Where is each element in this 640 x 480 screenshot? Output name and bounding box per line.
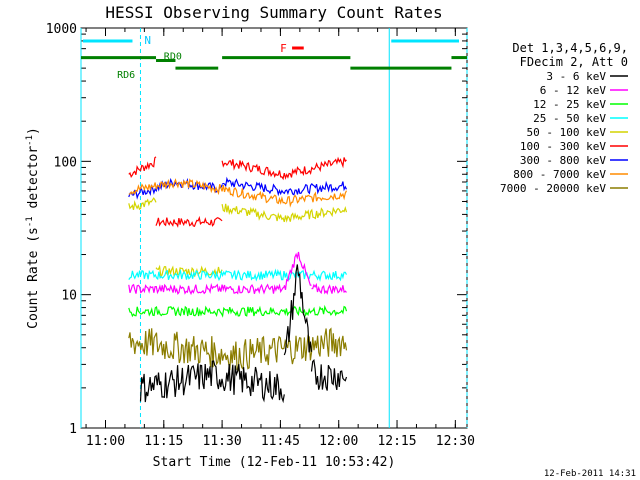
rd0-label: RD0 (164, 52, 182, 63)
series-line (128, 178, 223, 196)
legend-header-decimation: FDecim 2, Att 0 (520, 55, 628, 69)
y-tick-label: 10 (61, 289, 77, 304)
legend-entry-label: 300 - 800 keV (520, 154, 606, 167)
series-line (311, 282, 347, 295)
x-tick-label: 11:00 (86, 434, 125, 449)
legend-entry-label: 800 - 7000 keV (513, 168, 606, 181)
legend-entry-label: 7000 - 20000 keV (500, 182, 606, 195)
legend-entry-label: 3 - 6 keV (546, 70, 606, 83)
x-tick-label: 11:15 (144, 434, 183, 449)
series-line (283, 251, 312, 290)
axes-group: 11:00 11:15 11:30 11:45 12:00 12:15 12:30 1 10 10… (46, 22, 475, 449)
x-tick-label: 12:00 (319, 434, 358, 449)
plot-frame (80, 27, 468, 429)
x-tick-label: 12:30 (436, 434, 475, 449)
series-line (221, 184, 348, 208)
legend-entry-label: 12 - 25 keV (533, 98, 606, 111)
series-line (310, 359, 348, 391)
legend-entry-label: 50 - 100 keV (527, 126, 607, 139)
series-line (221, 176, 348, 197)
series-line (155, 215, 223, 228)
y-tick-label: 1 (69, 422, 77, 437)
legend-header-detectors: Det 1,3,4,5,6,9, (512, 41, 628, 55)
series-line (155, 264, 223, 278)
series-line (128, 282, 285, 296)
series-line (221, 156, 347, 181)
x-tick-label: 11:45 (261, 434, 300, 449)
y-tick-label: 100 (54, 155, 77, 170)
series-line (128, 268, 348, 282)
series-line (128, 197, 157, 211)
series-line (128, 156, 157, 179)
x-axis-label: Start Time (12-Feb-11 10:53:42) (153, 455, 396, 470)
series-line (221, 203, 348, 223)
legend-entry-label: 25 - 50 keV (533, 112, 606, 125)
flare-label: F (280, 42, 287, 55)
y-axis-label: Count Rate (s-1 detector-1) (25, 127, 41, 329)
series-group (128, 156, 348, 404)
night-band-group (80, 28, 468, 428)
x-tick-label: 11:30 (203, 434, 242, 449)
y-tick-label: 1000 (46, 22, 77, 37)
legend-entry-label: 6 - 12 keV (540, 84, 607, 97)
legend: Det 1,3,4,5,6,9,FDecim 2, Att 03 - 6 keV… (500, 41, 628, 195)
annotation-group: N F RD0 RD6 (81, 34, 467, 81)
series-line (139, 360, 285, 404)
footer-date: 12-Feb-2011 14:31 (544, 469, 636, 479)
x-tick-label: 12:15 (377, 434, 416, 449)
night-label: N (144, 34, 151, 47)
rd6-label: RD6 (117, 70, 135, 81)
series-line (128, 327, 348, 372)
legend-entry-label: 100 - 300 keV (520, 140, 606, 153)
series-line (283, 264, 313, 356)
chart-title: HESSI Observing Summary Count Rates (105, 3, 442, 22)
series-line (128, 304, 348, 318)
series-line (128, 177, 223, 200)
